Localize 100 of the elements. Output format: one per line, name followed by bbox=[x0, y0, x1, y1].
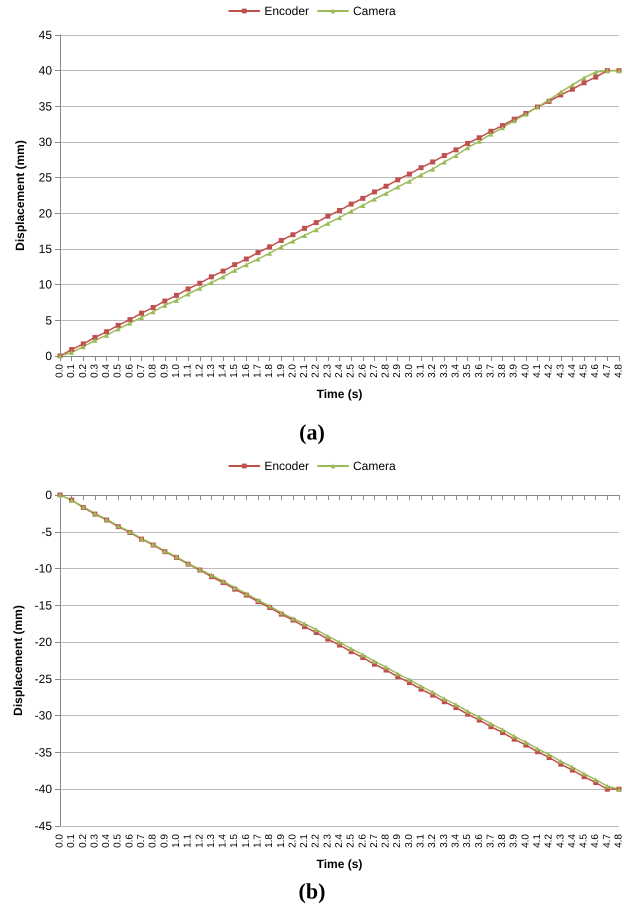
x-tick-label: 1.2 bbox=[194, 834, 206, 848]
x-tick-label: 3.4 bbox=[450, 834, 462, 848]
x-tick-label: 4.6 bbox=[590, 834, 602, 848]
x-tick-label: 3.5 bbox=[462, 834, 474, 848]
x-tick-label: 2.1 bbox=[299, 834, 310, 848]
x-tick-label: 1.7 bbox=[252, 364, 264, 378]
y-tick-label: -45 bbox=[34, 819, 52, 833]
x-tick-label: 4.2 bbox=[544, 834, 555, 848]
x-tick-label: 4.1 bbox=[532, 364, 543, 378]
x-tick-label: 0.5 bbox=[112, 364, 124, 378]
x-tick-label: 4.2 bbox=[544, 364, 555, 378]
x-tick-label: 0.4 bbox=[101, 834, 112, 848]
x-tick-label: 2.3 bbox=[322, 834, 334, 848]
x-tick-label: 3.2 bbox=[427, 834, 438, 848]
x-tick-label: 1.8 bbox=[264, 834, 276, 848]
y-tick-label: -15 bbox=[34, 598, 52, 612]
legend-label: Encoder bbox=[264, 459, 310, 473]
x-tick-label: 0.0 bbox=[54, 834, 66, 848]
x-tick-label: 1.3 bbox=[206, 364, 217, 378]
x-tick-label: 0.7 bbox=[136, 364, 148, 378]
x-tick-label: 3.7 bbox=[485, 364, 496, 378]
x-tick-label: 3.6 bbox=[474, 364, 485, 378]
x-tick-label: 3.0 bbox=[404, 364, 415, 378]
y-tick-label: 25 bbox=[38, 170, 52, 185]
x-tick-label: 2.2 bbox=[310, 364, 322, 378]
x-tick-label: 0.1 bbox=[66, 834, 78, 848]
x-tick-label: 0.6 bbox=[124, 364, 136, 378]
y-tick-label: 0 bbox=[45, 349, 52, 363]
x-tick-label: 1.1 bbox=[182, 364, 194, 378]
text: (b) bbox=[298, 878, 326, 904]
y-tick-label: -30 bbox=[34, 708, 52, 723]
x-tick-label: 0.2 bbox=[78, 364, 89, 378]
x-tick-label: 3.9 bbox=[508, 834, 520, 848]
x-tick-label: 2.2 bbox=[310, 834, 322, 848]
y-tick-label: 35 bbox=[38, 99, 52, 114]
x-tick-label: 0.1 bbox=[66, 364, 78, 378]
y-axis-title: Displacement (mm) bbox=[13, 140, 27, 251]
x-tick-label: 1.0 bbox=[170, 364, 182, 378]
x-tick-label: 4.0 bbox=[520, 834, 532, 848]
x-tick-label: 0.3 bbox=[89, 364, 100, 378]
x-tick-label: 2.1 bbox=[299, 364, 310, 378]
y-tick-label: 45 bbox=[38, 28, 52, 42]
x-tick-label: 4.4 bbox=[566, 364, 578, 378]
x-tick-label: 2.0 bbox=[287, 834, 298, 848]
y-axis-title: Displacement (mm) bbox=[10, 605, 25, 716]
x-tick-label: 4.3 bbox=[555, 834, 566, 848]
x-tick-label: 3.0 bbox=[404, 834, 415, 848]
x-tick-label: 1.7 bbox=[252, 834, 264, 848]
x-tick-label: 4.1 bbox=[532, 834, 543, 848]
x-tick-label: 2.9 bbox=[392, 834, 404, 848]
x-tick-label: 1.2 bbox=[194, 364, 206, 378]
legend-label: Camera bbox=[353, 459, 396, 473]
x-tick-label: 3.3 bbox=[438, 364, 450, 378]
y-tick-label: -25 bbox=[34, 672, 52, 686]
x-tick-label: 1.4 bbox=[218, 834, 229, 848]
x-tick-label: 1.0 bbox=[170, 834, 182, 848]
x-tick-label: 3.6 bbox=[474, 834, 485, 848]
x-tick-label: 3.9 bbox=[508, 364, 520, 378]
x-tick-label: 3.8 bbox=[497, 364, 508, 378]
x-tick-label: 4.5 bbox=[578, 364, 590, 378]
x-tick-label: 4.8 bbox=[614, 834, 624, 848]
x-tick-label: 3.7 bbox=[485, 834, 496, 848]
x-tick-label: 2.5 bbox=[346, 834, 357, 848]
x-tick-label: 2.9 bbox=[392, 364, 404, 378]
x-tick-label: 2.7 bbox=[368, 834, 380, 848]
x-tick-label: 0.3 bbox=[89, 834, 100, 848]
x-tick-label: 0.8 bbox=[148, 834, 159, 848]
x-tick-label: 1.5 bbox=[229, 364, 240, 378]
x-tick-label: 0.6 bbox=[124, 834, 136, 848]
x-tick-label: 2.3 bbox=[322, 364, 334, 378]
x-tick-label: 3.2 bbox=[427, 364, 438, 378]
x-tick-label: 0.0 bbox=[54, 364, 66, 378]
y-tick-label: -20 bbox=[34, 635, 52, 650]
y-tick-label: 15 bbox=[38, 242, 52, 256]
y-tick-label: 20 bbox=[38, 206, 52, 220]
y-tick-label: -10 bbox=[34, 562, 52, 576]
x-tick-label: 1.3 bbox=[206, 834, 217, 848]
x-axis-title: Time (s) bbox=[316, 857, 362, 871]
x-tick-label: 2.0 bbox=[287, 364, 298, 378]
x-tick-label: 3.8 bbox=[497, 834, 508, 848]
x-tick-label: 0.7 bbox=[136, 834, 148, 848]
y-tick-label: 0 bbox=[45, 488, 52, 502]
x-tick-label: 4.6 bbox=[590, 364, 602, 378]
x-tick-label: 4.4 bbox=[566, 834, 578, 848]
x-tick-label: 2.5 bbox=[346, 364, 357, 378]
y-tick-label: -5 bbox=[41, 524, 52, 539]
x-tick-label: 0.8 bbox=[148, 364, 159, 378]
x-tick-label: 2.8 bbox=[380, 834, 392, 848]
x-tick-label: 3.5 bbox=[462, 364, 474, 378]
x-tick-label: 1.6 bbox=[240, 834, 252, 848]
x-tick-label: 0.9 bbox=[159, 834, 170, 848]
y-tick-label: -35 bbox=[34, 745, 52, 760]
y-tick-label: 40 bbox=[38, 64, 52, 78]
x-tick-label: 1.4 bbox=[218, 364, 229, 378]
x-tick-label: 3.1 bbox=[416, 364, 427, 378]
x-tick-label: 0.5 bbox=[112, 834, 124, 848]
x-tick-label: 4.3 bbox=[555, 364, 566, 378]
x-tick-label: 1.9 bbox=[276, 834, 287, 848]
text: (a) bbox=[299, 420, 325, 444]
x-tick-label: 1.9 bbox=[276, 364, 287, 378]
